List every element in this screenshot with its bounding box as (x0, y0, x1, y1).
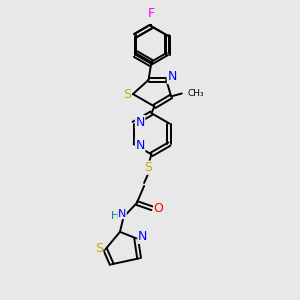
Text: H: H (110, 211, 119, 221)
Text: N: N (135, 139, 145, 152)
Text: N: N (135, 116, 145, 128)
Text: N: N (118, 208, 126, 219)
Text: N: N (167, 70, 177, 83)
Text: O: O (154, 202, 164, 215)
Text: S: S (123, 88, 131, 100)
Text: S: S (145, 161, 152, 174)
Text: F: F (148, 11, 155, 23)
Text: CH₃: CH₃ (188, 89, 204, 98)
Text: S: S (95, 242, 103, 254)
Text: N: N (138, 230, 147, 243)
Text: F: F (148, 7, 155, 20)
